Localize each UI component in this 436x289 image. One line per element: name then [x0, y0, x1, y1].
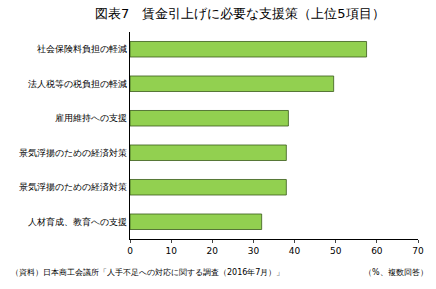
svg-text:社会保険料負担の軽減: 社会保険料負担の軽減 [37, 44, 127, 54]
svg-text:70: 70 [412, 246, 424, 256]
svg-text:50: 50 [330, 246, 342, 256]
svg-text:人材育成、教育への支援: 人材育成、教育への支援 [28, 217, 127, 227]
svg-text:景気浮揚のための経済対策: 景気浮揚のための経済対策 [19, 182, 127, 192]
svg-text:0: 0 [127, 246, 133, 256]
svg-text:40: 40 [289, 246, 301, 256]
svg-text:（資料）日本商工会議所「人手不足への対応に関する調査（201: （資料）日本商工会議所「人手不足への対応に関する調査（2016年7月）」 [11, 268, 284, 277]
svg-text:（%、複数回答）: （%、複数回答） [364, 268, 428, 277]
svg-text:法人税等の税負担の軽減: 法人税等の税負担の軽減 [28, 79, 127, 89]
svg-text:図表7 賃金引上げに必要な支援策（上位5項目）: 図表7 賃金引上げに必要な支援策（上位5項目） [95, 6, 385, 21]
svg-text:60: 60 [371, 246, 383, 256]
svg-text:30: 30 [248, 246, 260, 256]
svg-text:雇用維持への支援: 雇用維持への支援 [55, 113, 127, 123]
svg-text:20: 20 [207, 246, 219, 256]
svg-text:10: 10 [165, 246, 177, 256]
svg-text:景気浮揚のための経済対策: 景気浮揚のための経済対策 [19, 148, 127, 158]
